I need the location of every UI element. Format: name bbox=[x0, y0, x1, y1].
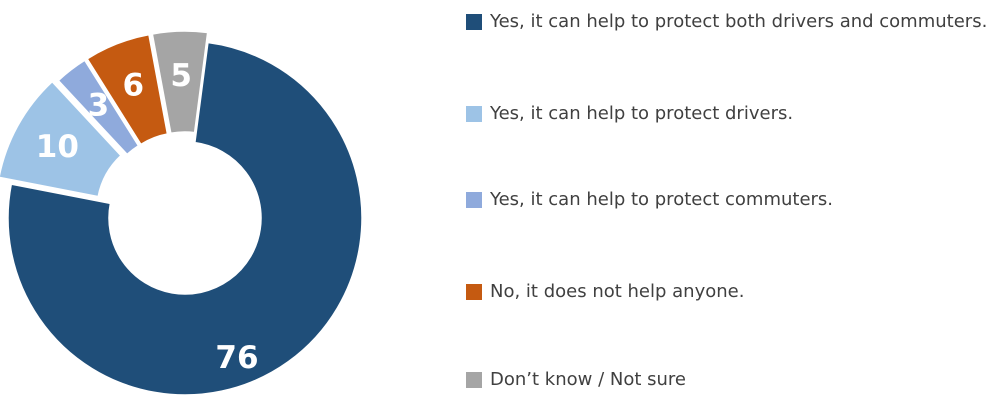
legend-label: Yes, it can help to protect drivers. bbox=[490, 103, 794, 124]
legend-item: Yes, it can help to protect drivers. bbox=[466, 100, 991, 128]
legend-swatch bbox=[466, 192, 482, 208]
legend-item: Yes, it can help to protect commuters. bbox=[466, 186, 991, 214]
slice-no-label: 6 bbox=[123, 68, 145, 104]
legend-label: Yes, it can help to protect both drivers… bbox=[490, 11, 988, 32]
legend-swatch bbox=[466, 14, 482, 30]
legend-item: No, it does not help anyone. bbox=[466, 278, 991, 306]
legend-label: Yes, it can help to protect commuters. bbox=[490, 189, 834, 210]
slice-commuters-label: 3 bbox=[88, 87, 110, 123]
legend-item: Yes, it can help to protect both drivers… bbox=[466, 8, 991, 36]
slice-dont-know bbox=[151, 30, 209, 135]
slice-commuters bbox=[57, 59, 140, 156]
donut-slices bbox=[0, 30, 363, 396]
slice-both-label: 76 bbox=[215, 340, 258, 376]
slice-drivers-label: 10 bbox=[36, 129, 79, 165]
legend-swatch bbox=[466, 372, 482, 388]
slice-drivers bbox=[0, 80, 123, 198]
legend-label: No, it does not help anyone. bbox=[490, 281, 745, 302]
legend-swatch bbox=[466, 284, 482, 300]
legend-swatch bbox=[466, 106, 482, 122]
slice-both bbox=[7, 41, 363, 396]
slice-no bbox=[86, 33, 169, 146]
slice-dont-know-label: 5 bbox=[170, 58, 192, 94]
legend-item: Don’t know / Not sure bbox=[466, 366, 991, 394]
legend-label: Don’t know / Not sure bbox=[490, 369, 686, 390]
